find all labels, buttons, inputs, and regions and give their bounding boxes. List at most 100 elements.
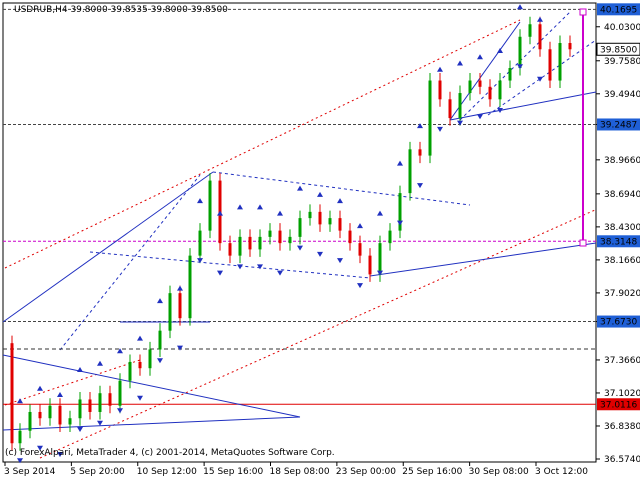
level-label-box xyxy=(597,398,640,411)
candle-bull xyxy=(298,218,302,237)
candle-bull xyxy=(308,211,312,219)
fractal-up-icon xyxy=(37,385,43,391)
fractal-up-icon xyxy=(537,16,543,22)
y-tick-label: 39.7580 xyxy=(604,57,640,67)
channel-lines xyxy=(4,19,596,459)
copyright-watermark: (c) ForexAlpari, MetaTrader 4, (c) 2001-… xyxy=(5,448,335,458)
candle-bull xyxy=(518,36,522,69)
fractal-up-icon xyxy=(177,285,183,291)
fractal-down-icon xyxy=(437,126,443,132)
level-label-box xyxy=(597,235,640,248)
candle-bull xyxy=(508,68,512,81)
fractal-down-icon xyxy=(497,108,503,114)
candle-bear xyxy=(88,399,92,412)
trend-line xyxy=(487,39,597,116)
fractal-down-icon xyxy=(137,395,143,401)
fractal-up-icon xyxy=(237,204,243,210)
level-label: 37.6730 xyxy=(600,318,637,328)
target-range-handle-top[interactable] xyxy=(579,8,587,16)
candle-bear xyxy=(138,361,142,369)
trend-line xyxy=(2,354,301,418)
candle-bull xyxy=(238,236,242,256)
fractal-down-icon xyxy=(237,264,243,270)
fractal-up-icon xyxy=(157,298,163,304)
fractal-up-icon xyxy=(357,223,363,229)
candle-bull xyxy=(158,330,162,350)
trend-line xyxy=(369,242,597,277)
candle-bear xyxy=(548,49,552,81)
trend-line xyxy=(59,174,201,351)
fractal-up-icon xyxy=(377,210,383,216)
candle-bull xyxy=(188,255,192,319)
target-range-handle-bottom[interactable] xyxy=(579,239,587,247)
level-label: 38.3148 xyxy=(600,237,637,247)
x-tick-label: 25 Sep 16:00 xyxy=(402,467,462,477)
candle-bear xyxy=(368,255,372,275)
trend-line xyxy=(449,91,597,121)
candle-bear xyxy=(358,243,362,256)
candle-bull xyxy=(198,230,202,256)
candle-bear xyxy=(108,393,112,406)
fractal-up-icon xyxy=(417,123,423,129)
candle-bull xyxy=(408,149,412,194)
candle-bear xyxy=(178,293,182,319)
level-label: 37.0116 xyxy=(600,400,637,410)
fractal-up-icon xyxy=(277,210,283,216)
fractal-up-icon xyxy=(517,4,523,10)
fractal-down-icon xyxy=(17,458,23,464)
fractal-up-icon xyxy=(17,398,23,404)
x-tick-label: 15 Sep 16:00 xyxy=(203,467,263,477)
fractal-up-icon xyxy=(297,185,303,191)
candle-bear xyxy=(318,211,322,225)
fractal-down-icon xyxy=(457,120,463,126)
x-tick-label: 3 Sep 2014 xyxy=(4,467,56,477)
fractal-down-icon xyxy=(57,451,63,457)
fractal-down-icon xyxy=(117,408,123,414)
fractal-down-icon xyxy=(417,183,423,189)
trend-line xyxy=(212,171,471,206)
fractal-up-icon xyxy=(337,198,343,204)
candle-bull xyxy=(288,236,292,244)
fractal-up-icon xyxy=(317,191,323,197)
trend-line xyxy=(2,171,214,323)
candle-bear xyxy=(448,99,452,119)
fractal-up-icon xyxy=(477,54,483,60)
x-axis: 3 Sep 2014 5 Sep 20:00 10 Sep 12:00 15 Sep … xyxy=(4,462,588,477)
y-tick-label: 40.0300 xyxy=(604,23,640,33)
plot-frame xyxy=(2,2,597,463)
candle-bull xyxy=(28,411,32,431)
fractal-up-icon xyxy=(97,360,103,366)
level-label: 39.2487 xyxy=(600,120,637,130)
candle-bull xyxy=(118,380,122,406)
fractal-up-icon xyxy=(437,66,443,72)
x-tick-label: 18 Sep 08:00 xyxy=(270,467,330,477)
candle-bear xyxy=(488,86,492,100)
candle-bull xyxy=(558,43,562,81)
y-tick-label: 36.5740 xyxy=(604,455,640,465)
y-tick-label: 37.3660 xyxy=(604,356,640,366)
fractal-down-icon xyxy=(217,270,223,276)
trend-line xyxy=(2,416,301,431)
fractal-down-icon xyxy=(257,264,263,270)
candle-bull xyxy=(78,399,82,419)
candle-bull xyxy=(498,80,502,100)
candle-bear xyxy=(438,80,442,100)
fractal-down-icon xyxy=(397,220,403,226)
fractal-arrows xyxy=(17,4,543,464)
candle-bull xyxy=(398,193,402,231)
candle-bear xyxy=(228,243,232,256)
y-tick-label: 37.9020 xyxy=(604,289,640,299)
candle-bull xyxy=(268,230,272,237)
y-tick-label: 38.6940 xyxy=(604,190,640,200)
candle-bull xyxy=(378,243,382,275)
fractal-up-icon xyxy=(77,366,83,372)
candle-bear xyxy=(248,236,252,250)
fractal-up-icon xyxy=(397,160,403,166)
trend-line xyxy=(89,251,371,279)
x-tick-label: 10 Sep 12:00 xyxy=(137,467,197,477)
fractal-down-icon xyxy=(517,64,523,70)
candle-bull xyxy=(258,236,262,250)
fractal-down-icon xyxy=(537,76,543,82)
candle-bull xyxy=(458,93,462,119)
